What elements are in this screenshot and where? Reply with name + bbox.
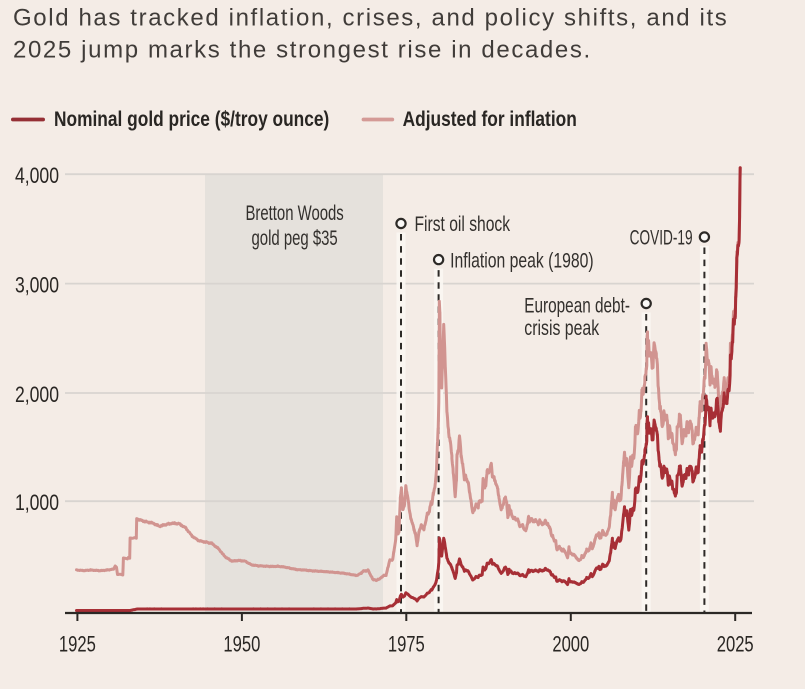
- svg-text:Inflation peak (1980): Inflation peak (1980): [450, 248, 593, 272]
- svg-text:Nominal gold price ($/troy oun: Nominal gold price ($/troy ounce): [54, 109, 329, 132]
- svg-text:2025 jump marks the strongest: 2025 jump marks the strongest rise in de…: [13, 37, 592, 64]
- svg-text:COVID-19: COVID-19: [630, 225, 693, 249]
- svg-text:1,000: 1,000: [15, 491, 59, 515]
- svg-text:gold peg $35: gold peg $35: [252, 227, 338, 250]
- svg-text:1925: 1925: [59, 632, 96, 657]
- svg-text:3,000: 3,000: [15, 274, 59, 298]
- svg-text:2000: 2000: [552, 632, 589, 657]
- svg-text:Adjusted for inflation: Adjusted for inflation: [403, 109, 577, 132]
- svg-text:First oil shock: First oil shock: [415, 212, 511, 236]
- svg-text:4,000: 4,000: [15, 164, 59, 188]
- svg-text:European debt-: European debt-: [524, 293, 630, 317]
- svg-text:1975: 1975: [388, 632, 425, 657]
- svg-text:2025: 2025: [717, 632, 754, 657]
- svg-text:2,000: 2,000: [15, 383, 59, 407]
- svg-text:Gold has tracked inflation, cr: Gold has tracked inflation, crises, and …: [13, 5, 728, 32]
- svg-text:1950: 1950: [223, 632, 260, 657]
- svg-text:Bretton Woods: Bretton Woods: [245, 201, 343, 224]
- svg-text:crisis peak: crisis peak: [524, 316, 599, 340]
